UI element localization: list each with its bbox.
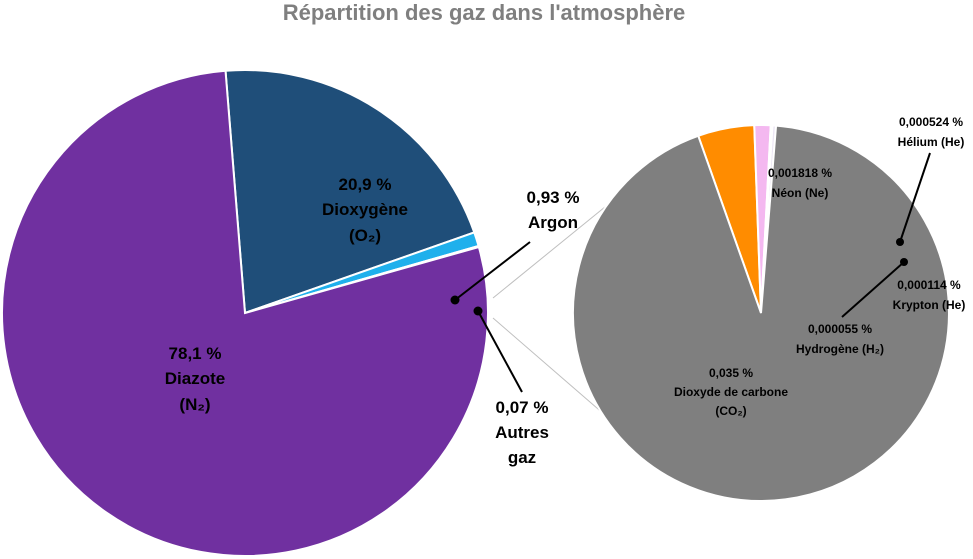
hydrogen-leader-dot bbox=[900, 258, 908, 266]
autres-leader-dot bbox=[473, 306, 483, 316]
main-slice-diazote bbox=[1, 69, 489, 557]
label-diazote: 78,1 % Diazote (N₂) bbox=[165, 344, 225, 414]
chart-title: Répartition des gaz dans l'atmosphère bbox=[283, 0, 686, 25]
label-neon-name: Néon (Ne) bbox=[772, 186, 829, 200]
secondary-slice-dioxyde-de-carbone bbox=[572, 124, 950, 502]
label-co2-formula: (CO₂) bbox=[715, 404, 746, 418]
label-dioxygene-name: Dioxygène bbox=[322, 200, 408, 219]
label-helium-value: 0,000524 % bbox=[899, 115, 963, 129]
label-neon-value: 0,001818 % bbox=[768, 166, 832, 180]
secondary-pie bbox=[572, 124, 950, 502]
label-dioxygene-formula: (O₂) bbox=[349, 226, 381, 245]
label-argon-name: Argon bbox=[528, 213, 578, 232]
label-hydrogen-value: 0,000055 % bbox=[808, 322, 872, 336]
label-dioxygene: 20,9 % Dioxygène (O₂) bbox=[322, 175, 408, 245]
argon-leader-dot bbox=[450, 295, 460, 305]
label-argon-value: 0,93 % bbox=[527, 188, 580, 207]
label-autres-name-1: Autres bbox=[495, 423, 549, 442]
autres-leader-line bbox=[477, 310, 523, 393]
main-slice-dioxygene bbox=[224, 69, 476, 315]
label-krypton-value: 0,000114 % bbox=[897, 278, 961, 292]
label-autres-name-2: gaz bbox=[508, 448, 536, 467]
label-co2-name: Dioxyde de carbone bbox=[674, 385, 788, 399]
label-dioxygene-value: 20,9 % bbox=[339, 175, 392, 194]
helium-leader-dot bbox=[896, 238, 904, 246]
label-autres-value: 0,07 % bbox=[496, 398, 549, 417]
helium-leader-line bbox=[899, 152, 931, 243]
label-diazote-formula: (N₂) bbox=[179, 395, 210, 414]
label-diazote-name: Diazote bbox=[165, 369, 225, 388]
label-co2-value: 0,035 % bbox=[709, 366, 753, 380]
label-hydrogen-name: Hydrogène (H₂) bbox=[796, 342, 884, 356]
main-pie bbox=[1, 69, 489, 557]
label-helium-name: Hélium (He) bbox=[898, 135, 965, 149]
hydrogen-leader-line bbox=[841, 261, 905, 318]
label-diazote-value: 78,1 % bbox=[169, 344, 222, 363]
argon-leader-line bbox=[454, 241, 531, 301]
label-krypton-name: Krypton (He) bbox=[893, 298, 966, 312]
